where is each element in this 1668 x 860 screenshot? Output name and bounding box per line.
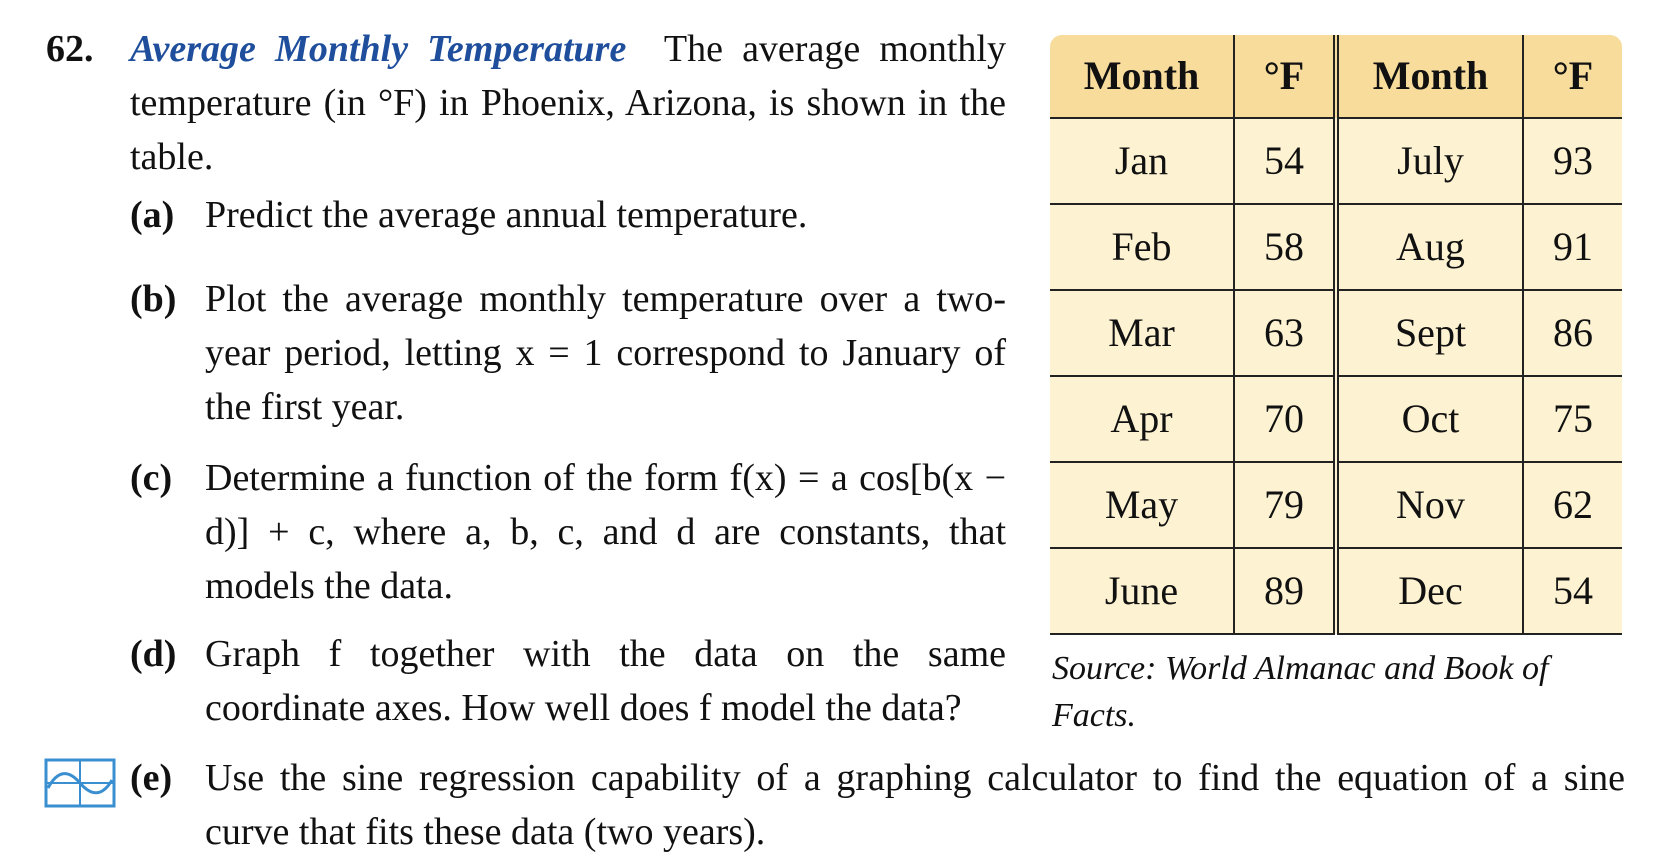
problem-text: The average monthly temperature (in °F) …	[130, 28, 1006, 178]
source-note: Source: World Almanac and Book of Facts.	[1052, 650, 1549, 734]
table-cell: Dec	[1336, 548, 1524, 635]
part: (c) Determine a function of the form f(x)…	[130, 451, 1006, 613]
table-row: Jan 54 July 93	[1050, 118, 1622, 205]
table-cell: Feb	[1050, 204, 1235, 291]
table-cell: 86	[1523, 290, 1622, 377]
table-cell: 79	[1234, 462, 1339, 549]
part-label: (c)	[130, 457, 173, 499]
table-cell: 58	[1234, 204, 1339, 291]
table-cell: 93	[1523, 118, 1622, 205]
table-cell: 62	[1523, 462, 1622, 549]
table-cell: 89	[1234, 548, 1339, 635]
table-cell: 75	[1523, 376, 1622, 463]
part: (e) Use the sine regression capability of…	[130, 751, 1625, 859]
part-label: (b)	[130, 278, 177, 320]
part-text: Use the sine regression capability of a …	[205, 757, 1625, 853]
problem-title: Average Monthly Temperature	[130, 28, 627, 70]
table-cell: June	[1050, 548, 1235, 635]
part: (a) Predict the average annual temperatur…	[130, 188, 1006, 242]
header-row: Month °F Month °F	[1050, 35, 1622, 119]
part-label: (e)	[130, 757, 173, 799]
table-cell: 63	[1234, 290, 1339, 377]
part: (b) Plot the average monthly temperature …	[130, 272, 1006, 434]
header-cell: °F	[1523, 35, 1622, 119]
table-cell: 54	[1234, 118, 1339, 205]
table-cell: 91	[1523, 204, 1622, 291]
table-cell: Apr	[1050, 376, 1235, 463]
part-label: (a)	[130, 194, 175, 236]
table-cell: July	[1336, 118, 1524, 205]
calculator-icon	[44, 758, 116, 808]
table-cell: Sept	[1336, 290, 1524, 377]
header-cell: °F	[1234, 35, 1339, 119]
table-row: May 79 Nov 62	[1050, 462, 1622, 549]
header-cell: Month	[1050, 35, 1235, 119]
temperature-table: Month °F Month °F Jan 54 July 93 Feb 58 Aug 91 Mar 6…	[1050, 35, 1622, 635]
header-cell: Month	[1336, 35, 1524, 119]
table-cell: Jan	[1050, 118, 1235, 205]
part: (d) Graph f together with the data on the…	[130, 627, 1006, 735]
table-row: Mar 63 Sept 86	[1050, 290, 1622, 377]
table-cell: 70	[1234, 376, 1339, 463]
table-row: June 89 Dec 54	[1050, 548, 1622, 635]
part-label: (d)	[130, 633, 177, 675]
part-text: Plot the average monthly temperature ove…	[205, 278, 1006, 428]
problem-number: 62.	[46, 28, 94, 70]
table-row: Feb 58 Aug 91	[1050, 204, 1622, 291]
problem-intro: 62. Average Monthly Temperature The avera…	[46, 22, 1006, 184]
part-text: Determine a function of the form f(x) = …	[205, 457, 1006, 607]
part-text: Graph f together with the data on the sa…	[205, 633, 1006, 729]
part-text: Predict the average annual temperature.	[205, 194, 808, 236]
table-row: Apr 70 Oct 75	[1050, 376, 1622, 463]
table-cell: May	[1050, 462, 1235, 549]
table-cell: 54	[1523, 548, 1622, 635]
table-cell: Aug	[1336, 204, 1524, 291]
table-cell: Oct	[1336, 376, 1524, 463]
table-cell: Nov	[1336, 462, 1524, 549]
table-cell: Mar	[1050, 290, 1235, 377]
